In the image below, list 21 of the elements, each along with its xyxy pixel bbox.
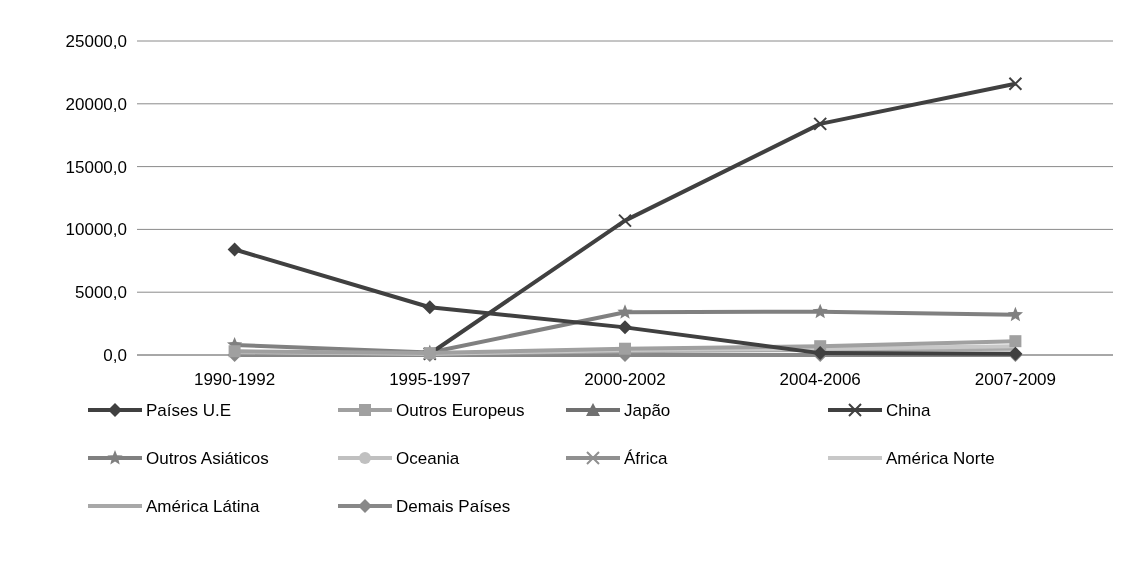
legend-label: África	[624, 448, 668, 468]
y-tick-label: 25000,0	[65, 31, 127, 51]
legend-label: Japão	[624, 400, 671, 420]
x-tick-label: 2007-2009	[974, 370, 1057, 389]
legend-label: Países U.E	[146, 400, 232, 420]
y-tick-label: 15000,0	[65, 157, 127, 177]
x-tick-label: 1995-1997	[389, 370, 471, 389]
y-tick-label: 5000,0	[75, 283, 127, 303]
x-tick-label: 2004-2006	[779, 370, 861, 389]
y-tick-label: 0,0	[103, 345, 127, 365]
legend-label: América Látina	[146, 496, 260, 516]
x-tick-label: 1990-1992	[193, 370, 276, 389]
legend-label: Outros Europeus	[396, 400, 525, 420]
legend-label: América Norte	[886, 448, 995, 468]
legend-label: China	[886, 400, 931, 420]
y-tick-label: 10000,0	[65, 220, 127, 240]
x-tick-label: 2000-2002	[584, 370, 666, 389]
legend-label: Outros Asiáticos	[146, 448, 269, 468]
legend-label: Oceania	[396, 448, 460, 468]
legend-label: Demais Países	[396, 496, 511, 516]
y-tick-label: 20000,0	[65, 94, 127, 114]
